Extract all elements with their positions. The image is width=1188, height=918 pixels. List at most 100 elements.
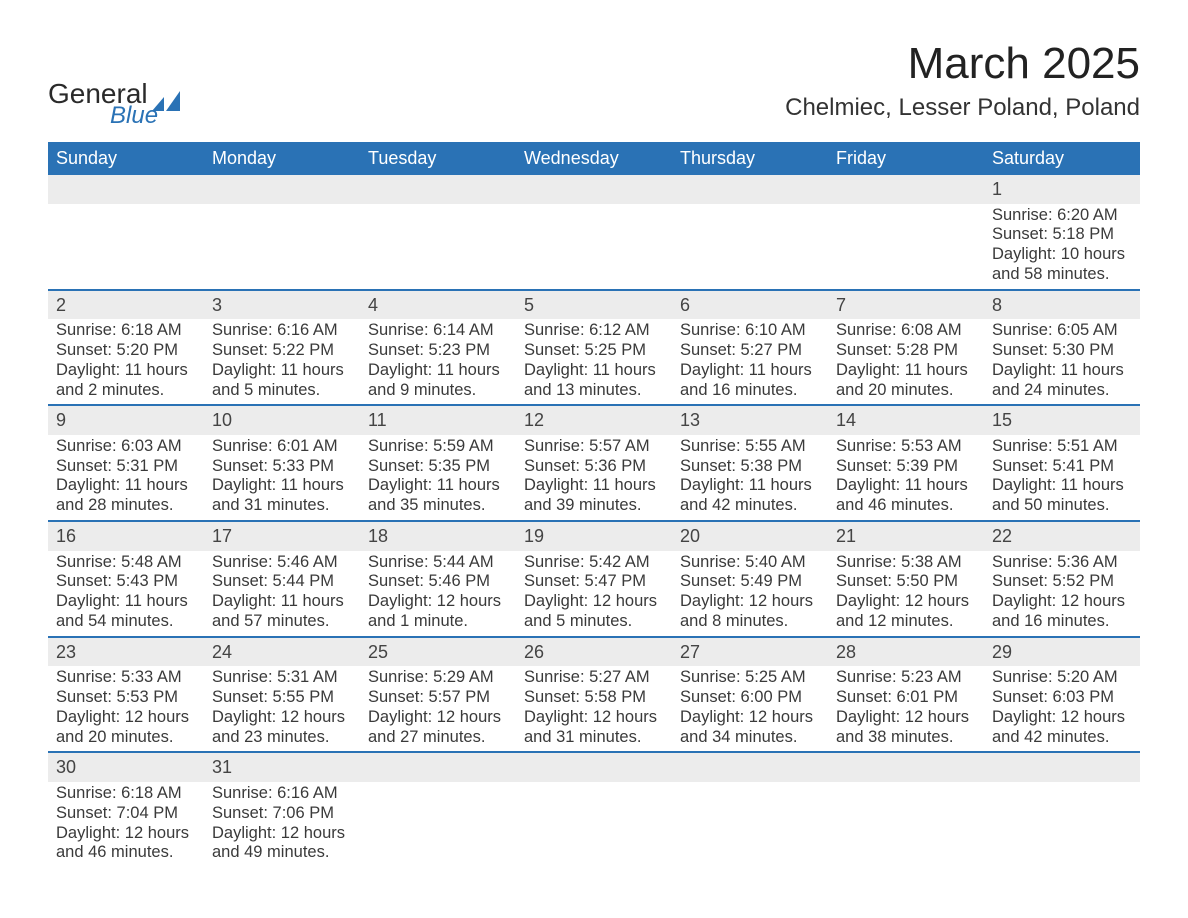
sunset-line: Sunset: 5:27 PM: [680, 341, 820, 361]
daylight-line-1: Daylight: 11 hours: [680, 476, 820, 496]
daylight-line-2: and 20 minutes.: [56, 728, 196, 748]
day-number: 21: [828, 522, 984, 551]
daylight-line-1: Daylight: 12 hours: [680, 592, 820, 612]
day-body-cell: [48, 204, 204, 290]
daylight-line-2: and 2 minutes.: [56, 381, 196, 401]
daylight-line-2: and 1 minute.: [368, 612, 508, 632]
sunset-line: Sunset: 5:53 PM: [56, 688, 196, 708]
daylight-line-1: Daylight: 12 hours: [992, 708, 1132, 728]
daylight-line-2: and 13 minutes.: [524, 381, 664, 401]
day-number: 25: [360, 638, 516, 667]
day-number: 27: [672, 638, 828, 667]
day-number: 11: [360, 406, 516, 435]
daylight-line-1: Daylight: 11 hours: [56, 592, 196, 612]
daylight-line-1: Daylight: 11 hours: [992, 476, 1132, 496]
weekday-header: Wednesday: [516, 142, 672, 175]
sunset-line: Sunset: 5:39 PM: [836, 457, 976, 477]
sunset-line: Sunset: 5:33 PM: [212, 457, 352, 477]
sunrise-line: Sunrise: 6:18 AM: [56, 784, 196, 804]
day-number: 12: [516, 406, 672, 435]
day-body-cell: Sunrise: 5:59 AMSunset: 5:35 PMDaylight:…: [360, 435, 516, 521]
day-body-cell: Sunrise: 6:12 AMSunset: 5:25 PMDaylight:…: [516, 319, 672, 405]
sunrise-line: Sunrise: 5:27 AM: [524, 668, 664, 688]
page-location: Chelmiec, Lesser Poland, Poland: [785, 94, 1140, 122]
day-body-cell: Sunrise: 5:46 AMSunset: 5:44 PMDaylight:…: [204, 551, 360, 637]
day-number-cell: [828, 753, 984, 782]
day-number: 10: [204, 406, 360, 435]
day-number-cell: 19: [516, 522, 672, 551]
day-number: 13: [672, 406, 828, 435]
day-number-cell: 20: [672, 522, 828, 551]
calendar-header-row: SundayMondayTuesdayWednesdayThursdayFrid…: [48, 142, 1140, 175]
sunset-line: Sunset: 5:35 PM: [368, 457, 508, 477]
sunset-line: Sunset: 5:38 PM: [680, 457, 820, 477]
sunset-line: Sunset: 5:18 PM: [992, 225, 1132, 245]
sunrise-line: Sunrise: 5:23 AM: [836, 668, 976, 688]
day-body-cell: [516, 782, 672, 867]
day-body-cell: [360, 782, 516, 867]
day-number-cell: 6: [672, 291, 828, 320]
sunrise-line: Sunrise: 6:08 AM: [836, 321, 976, 341]
day-body-cell: Sunrise: 6:18 AMSunset: 5:20 PMDaylight:…: [48, 319, 204, 405]
sunrise-line: Sunrise: 5:38 AM: [836, 553, 976, 573]
day-body-cell: Sunrise: 6:14 AMSunset: 5:23 PMDaylight:…: [360, 319, 516, 405]
day-number: 23: [48, 638, 204, 667]
daylight-line-2: and 16 minutes.: [992, 612, 1132, 632]
day-number-cell: 22: [984, 522, 1140, 551]
daylight-line-1: Daylight: 12 hours: [56, 708, 196, 728]
sunrise-line: Sunrise: 5:31 AM: [212, 668, 352, 688]
daylight-line-2: and 31 minutes.: [524, 728, 664, 748]
sunset-line: Sunset: 5:28 PM: [836, 341, 976, 361]
daylight-line-2: and 23 minutes.: [212, 728, 352, 748]
daylight-line-2: and 39 minutes.: [524, 496, 664, 516]
day-number-cell: 3: [204, 291, 360, 320]
day-body-cell: Sunrise: 5:23 AMSunset: 6:01 PMDaylight:…: [828, 666, 984, 752]
day-number: 31: [204, 753, 360, 782]
daylight-line-2: and 5 minutes.: [524, 612, 664, 632]
day-body-cell: Sunrise: 5:53 AMSunset: 5:39 PMDaylight:…: [828, 435, 984, 521]
daylight-line-2: and 27 minutes.: [368, 728, 508, 748]
day-number: 7: [828, 291, 984, 320]
day-number-cell: 21: [828, 522, 984, 551]
day-number: 15: [984, 406, 1140, 435]
daylight-line-1: Daylight: 12 hours: [524, 708, 664, 728]
sunset-line: Sunset: 6:03 PM: [992, 688, 1132, 708]
sunset-line: Sunset: 5:46 PM: [368, 572, 508, 592]
sunrise-line: Sunrise: 5:33 AM: [56, 668, 196, 688]
daylight-line-1: Daylight: 12 hours: [212, 708, 352, 728]
day-number-cell: [516, 753, 672, 782]
day-number: 8: [984, 291, 1140, 320]
sunrise-line: Sunrise: 6:03 AM: [56, 437, 196, 457]
sunrise-line: Sunrise: 6:16 AM: [212, 784, 352, 804]
day-body-cell: Sunrise: 5:29 AMSunset: 5:57 PMDaylight:…: [360, 666, 516, 752]
daylight-line-1: Daylight: 12 hours: [524, 592, 664, 612]
day-number-cell: 23: [48, 638, 204, 667]
day-number-cell: 12: [516, 406, 672, 435]
sunrise-line: Sunrise: 5:20 AM: [992, 668, 1132, 688]
daylight-line-1: Daylight: 11 hours: [368, 476, 508, 496]
sunrise-line: Sunrise: 5:36 AM: [992, 553, 1132, 573]
sunset-line: Sunset: 6:01 PM: [836, 688, 976, 708]
day-body-cell: Sunrise: 5:42 AMSunset: 5:47 PMDaylight:…: [516, 551, 672, 637]
daylight-line-1: Daylight: 11 hours: [680, 361, 820, 381]
daylight-line-1: Daylight: 11 hours: [212, 361, 352, 381]
sunset-line: Sunset: 5:44 PM: [212, 572, 352, 592]
day-body-cell: Sunrise: 5:33 AMSunset: 5:53 PMDaylight:…: [48, 666, 204, 752]
day-body-cell: Sunrise: 6:16 AMSunset: 7:06 PMDaylight:…: [204, 782, 360, 867]
day-number: 2: [48, 291, 204, 320]
day-body-cell: Sunrise: 5:57 AMSunset: 5:36 PMDaylight:…: [516, 435, 672, 521]
weekday-header: Friday: [828, 142, 984, 175]
daylight-line-1: Daylight: 11 hours: [212, 476, 352, 496]
sunrise-line: Sunrise: 6:10 AM: [680, 321, 820, 341]
day-number-cell: [48, 175, 204, 204]
sunrise-line: Sunrise: 5:46 AM: [212, 553, 352, 573]
daylight-line-1: Daylight: 10 hours: [992, 245, 1132, 265]
day-number: 30: [48, 753, 204, 782]
sunrise-line: Sunrise: 6:18 AM: [56, 321, 196, 341]
day-number: 18: [360, 522, 516, 551]
sunset-line: Sunset: 5:20 PM: [56, 341, 196, 361]
sunset-line: Sunset: 7:06 PM: [212, 804, 352, 824]
day-number-cell: [984, 753, 1140, 782]
day-body-cell: Sunrise: 5:51 AMSunset: 5:41 PMDaylight:…: [984, 435, 1140, 521]
sunset-line: Sunset: 5:52 PM: [992, 572, 1132, 592]
